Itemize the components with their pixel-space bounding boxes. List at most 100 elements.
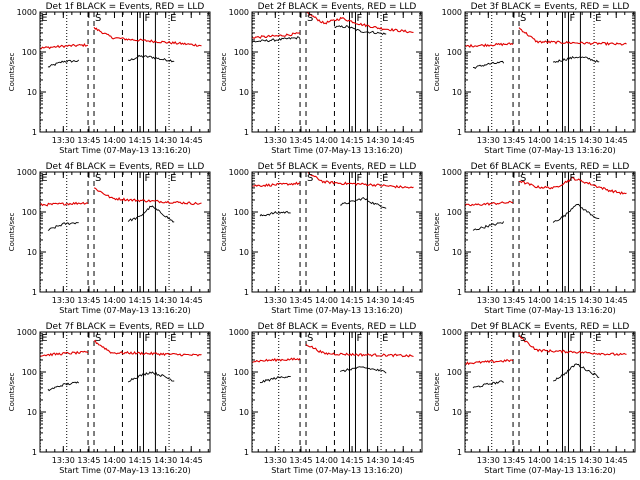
marker-label: F xyxy=(569,333,575,344)
x-tick-label: 13:45 xyxy=(77,456,100,465)
y-tick-label: 1000 xyxy=(17,8,37,17)
marker-label: F xyxy=(569,173,575,184)
lld-series xyxy=(305,172,414,189)
x-tick-label: 14:00 xyxy=(315,296,338,305)
marker-label: S xyxy=(520,13,526,24)
events-series xyxy=(47,222,79,231)
events-series xyxy=(472,221,505,231)
marker-label: F xyxy=(356,173,362,184)
x-tick-label: 14:45 xyxy=(392,136,415,145)
y-tick-label: 10 xyxy=(452,88,462,97)
y-tick-label: 1 xyxy=(457,128,462,137)
axes-frame xyxy=(251,171,423,293)
y-tick-label: 1 xyxy=(244,288,249,297)
x-tick-label: 14:30 xyxy=(154,296,177,305)
events-series xyxy=(339,366,387,374)
marker-label: S xyxy=(307,13,313,24)
y-tick-label: 1000 xyxy=(17,328,37,337)
events-series xyxy=(552,363,600,382)
y-tick-label: 1 xyxy=(457,288,462,297)
marker-label: F xyxy=(569,13,575,24)
x-tick-label: 14:45 xyxy=(605,136,628,145)
marker-label: F xyxy=(356,13,362,24)
x-tick-label: 14:30 xyxy=(579,296,602,305)
axes-frame xyxy=(39,171,211,293)
y-axis-label: Counts/sec xyxy=(220,373,228,412)
y-tick-label: 1000 xyxy=(442,168,462,177)
x-tick-label: 13:45 xyxy=(502,456,525,465)
axes-frame xyxy=(464,11,636,133)
plot-area xyxy=(40,332,202,452)
x-tick-label: 14:15 xyxy=(129,296,152,305)
x-tick-label: 14:30 xyxy=(579,456,602,465)
events-series xyxy=(127,54,175,63)
events-series xyxy=(334,25,387,36)
lld-series xyxy=(518,176,627,195)
x-tick-label: 14:15 xyxy=(341,136,364,145)
x-tick-label: 14:15 xyxy=(554,296,577,305)
marker-label: S xyxy=(95,13,101,24)
x-tick-label: 14:00 xyxy=(528,456,551,465)
x-tick-label: 14:45 xyxy=(180,296,203,305)
lld-series xyxy=(93,339,202,357)
y-tick-label: 1000 xyxy=(229,8,249,17)
lld-series xyxy=(465,200,514,207)
marker-label: E xyxy=(382,13,388,24)
marker-label: S xyxy=(95,173,101,184)
axes-frame xyxy=(39,331,211,453)
x-tick-label: 13:30 xyxy=(264,136,287,145)
y-axis-label: Counts/sec xyxy=(433,213,441,252)
events-series xyxy=(472,380,504,389)
y-tick-label: 1000 xyxy=(229,168,249,177)
x-axis-label: Start Time (07-May-13 13:16:20) xyxy=(59,466,190,475)
x-tick-label: 13:45 xyxy=(289,456,312,465)
marker-label: F xyxy=(144,333,150,344)
events-series xyxy=(47,381,80,392)
x-tick-label: 14:15 xyxy=(129,136,152,145)
y-tick-label: 10 xyxy=(239,408,249,417)
plot-area xyxy=(465,172,627,292)
x-tick-label: 14:15 xyxy=(554,456,577,465)
x-tick-label: 14:30 xyxy=(579,136,602,145)
lld-series xyxy=(93,26,202,47)
y-tick-label: 1000 xyxy=(442,8,462,17)
marker-label: E xyxy=(170,13,176,24)
x-tick-label: 13:45 xyxy=(289,296,312,305)
lld-series xyxy=(40,201,89,207)
y-tick-label: 10 xyxy=(27,408,37,417)
events-series xyxy=(472,60,505,70)
y-tick-label: 100 xyxy=(234,48,249,57)
x-axis-label: Start Time (07-May-13 13:16:20) xyxy=(59,146,190,155)
marker-label: S xyxy=(520,173,526,184)
x-tick-label: 14:30 xyxy=(154,456,177,465)
marker-label: E xyxy=(382,173,388,184)
x-tick-label: 14:30 xyxy=(154,136,177,145)
y-axis-label: Counts/sec xyxy=(433,373,441,412)
y-tick-label: 100 xyxy=(22,368,37,377)
x-tick-label: 14:30 xyxy=(366,456,389,465)
axes-frame xyxy=(39,11,211,133)
x-axis-label: Start Time (07-May-13 13:16:20) xyxy=(484,306,615,315)
lld-series xyxy=(252,181,301,188)
x-tick-label: 14:00 xyxy=(315,136,338,145)
x-tick-label: 14:00 xyxy=(103,456,126,465)
events-series xyxy=(127,371,175,383)
lld-series xyxy=(306,12,414,34)
x-tick-label: 14:45 xyxy=(392,456,415,465)
y-tick-label: 1 xyxy=(32,128,37,137)
y-axis-label: Counts/sec xyxy=(433,53,441,92)
x-tick-label: 13:30 xyxy=(477,456,500,465)
x-axis-label: Start Time (07-May-13 13:16:20) xyxy=(271,466,402,475)
marker-label: E xyxy=(41,173,47,184)
x-tick-label: 13:30 xyxy=(477,136,500,145)
marker-label: F xyxy=(356,333,362,344)
lld-series xyxy=(518,27,627,47)
y-tick-label: 1000 xyxy=(442,328,462,337)
events-series xyxy=(47,59,80,68)
y-tick-label: 1000 xyxy=(17,168,37,177)
x-tick-label: 14:30 xyxy=(366,136,389,145)
plot-area xyxy=(252,332,414,452)
